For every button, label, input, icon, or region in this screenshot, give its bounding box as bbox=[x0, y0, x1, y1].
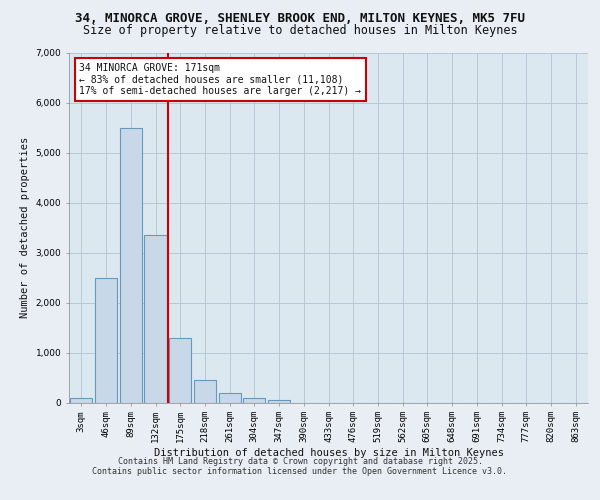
Text: 34 MINORCA GROVE: 171sqm
← 83% of detached houses are smaller (11,108)
17% of se: 34 MINORCA GROVE: 171sqm ← 83% of detach… bbox=[79, 63, 361, 96]
Bar bbox=[119, 128, 142, 402]
Bar bbox=[70, 398, 92, 402]
X-axis label: Distribution of detached houses by size in Milton Keynes: Distribution of detached houses by size … bbox=[154, 448, 503, 458]
Bar bbox=[268, 400, 290, 402]
Bar bbox=[95, 278, 117, 402]
Text: Contains HM Land Registry data © Crown copyright and database right 2025.: Contains HM Land Registry data © Crown c… bbox=[118, 458, 482, 466]
Y-axis label: Number of detached properties: Number of detached properties bbox=[20, 137, 30, 318]
Bar bbox=[243, 398, 265, 402]
Bar bbox=[145, 235, 167, 402]
Text: Contains public sector information licensed under the Open Government Licence v3: Contains public sector information licen… bbox=[92, 468, 508, 476]
Text: Size of property relative to detached houses in Milton Keynes: Size of property relative to detached ho… bbox=[83, 24, 517, 37]
Bar bbox=[194, 380, 216, 402]
Bar bbox=[169, 338, 191, 402]
Text: 34, MINORCA GROVE, SHENLEY BROOK END, MILTON KEYNES, MK5 7FU: 34, MINORCA GROVE, SHENLEY BROOK END, MI… bbox=[75, 12, 525, 26]
Bar bbox=[218, 392, 241, 402]
